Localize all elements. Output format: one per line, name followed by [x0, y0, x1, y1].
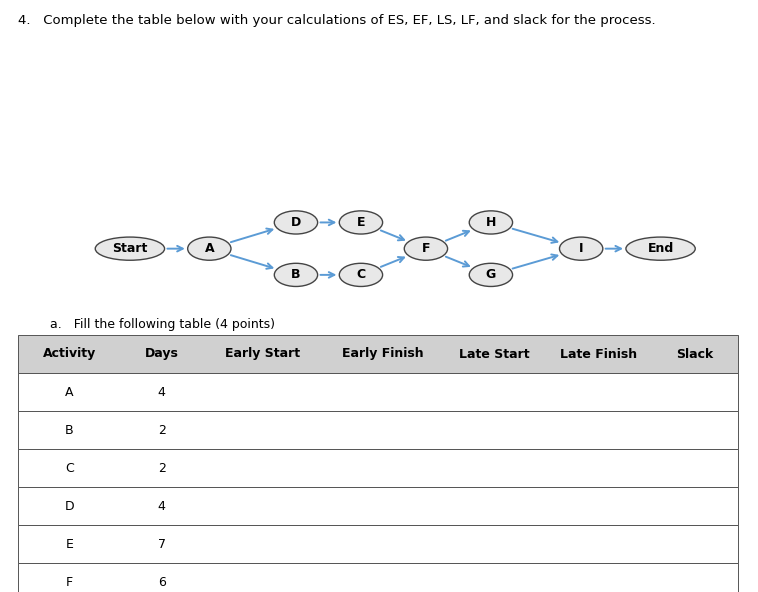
Ellipse shape [404, 237, 447, 260]
Text: Days: Days [145, 348, 179, 361]
Text: 4: 4 [158, 500, 166, 513]
Text: Late Start: Late Start [459, 348, 529, 361]
Text: D: D [291, 216, 301, 229]
Text: Late Finish: Late Finish [559, 348, 637, 361]
Text: I: I [579, 242, 584, 255]
Text: E: E [65, 538, 74, 551]
Ellipse shape [469, 263, 512, 287]
Text: 2: 2 [158, 423, 166, 436]
Text: A: A [65, 385, 74, 398]
Text: 6: 6 [158, 575, 166, 588]
Text: Slack: Slack [676, 348, 713, 361]
Bar [18, 563, 738, 592]
Text: Early Start: Early Start [225, 348, 300, 361]
Text: Early Finish: Early Finish [342, 348, 424, 361]
Ellipse shape [626, 237, 695, 260]
Ellipse shape [340, 263, 383, 287]
Bar [18, 487, 738, 525]
Text: A: A [205, 242, 215, 255]
Text: B: B [65, 423, 74, 436]
Ellipse shape [559, 237, 603, 260]
Ellipse shape [274, 263, 318, 287]
Ellipse shape [340, 211, 383, 234]
Ellipse shape [274, 211, 318, 234]
Text: E: E [357, 216, 365, 229]
Text: B: B [291, 268, 301, 281]
Text: 4.   Complete the table below with your calculations of ES, EF, LS, LF, and slac: 4. Complete the table below with your ca… [18, 14, 656, 27]
Text: F: F [66, 575, 73, 588]
Text: 7: 7 [158, 538, 166, 551]
Ellipse shape [188, 237, 231, 260]
Ellipse shape [469, 211, 512, 234]
Text: 2: 2 [158, 462, 166, 475]
Text: End: End [647, 242, 674, 255]
Text: H: H [486, 216, 496, 229]
Text: Activity: Activity [42, 348, 96, 361]
Bar [18, 449, 738, 487]
Text: F: F [421, 242, 431, 255]
Bar [18, 411, 738, 449]
Text: D: D [64, 500, 74, 513]
Text: 4: 4 [158, 385, 166, 398]
Text: C: C [356, 268, 365, 281]
Text: Start: Start [112, 242, 148, 255]
Bar [18, 525, 738, 563]
Ellipse shape [96, 237, 164, 260]
Bar [18, 335, 738, 373]
Text: G: G [486, 268, 496, 281]
Text: a.   Fill the following table (4 points): a. Fill the following table (4 points) [50, 318, 275, 331]
Text: C: C [65, 462, 74, 475]
Bar [18, 373, 738, 411]
